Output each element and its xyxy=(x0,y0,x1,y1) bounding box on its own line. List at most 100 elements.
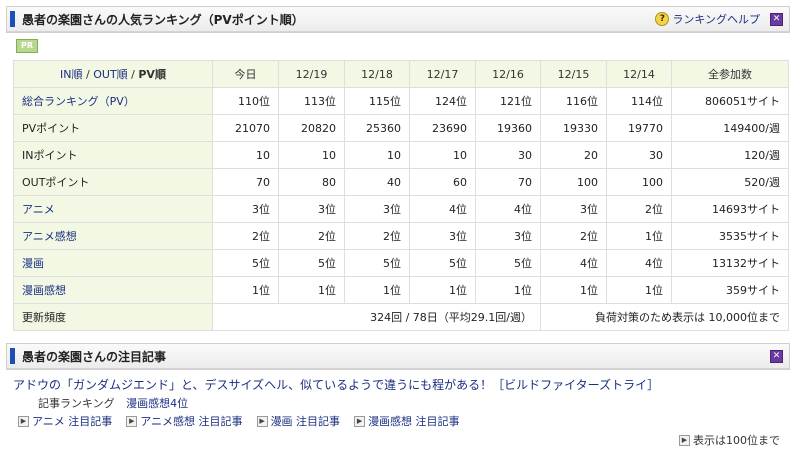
table-cell: 124位 xyxy=(409,87,476,115)
article-title-link[interactable]: アドウの「ガンダムジエンド」と、デスサイズヘル、似ているようで違うにも程がある！… xyxy=(13,378,660,392)
arrow-right-icon: ▶ xyxy=(18,415,29,427)
article-panel-header: 愚者の楽園さんの注目記事 ✕ xyxy=(7,344,789,369)
table-cell: 114位 xyxy=(606,87,672,115)
table-cell: 4位 xyxy=(475,195,541,223)
table-cell: 10 xyxy=(212,141,279,169)
table-cell: 20820 xyxy=(278,114,345,142)
column-header: 12/18 xyxy=(344,60,410,88)
table-cell: 5位 xyxy=(344,249,410,277)
article-rank-value[interactable]: 漫画感想4位 xyxy=(126,397,189,410)
table-cell: 2位 xyxy=(212,222,279,250)
header-accent-bar xyxy=(10,348,15,364)
table-cell: 2位 xyxy=(540,222,607,250)
total-cell: 806051サイト xyxy=(671,87,789,115)
table-cell: 10 xyxy=(344,141,410,169)
total-cell: 520/週 xyxy=(671,168,789,196)
ranking-help-label: ランキングヘルプ xyxy=(672,13,760,26)
tag-link-manga[interactable]: ▶ 漫画 注目記事 xyxy=(256,413,341,429)
table-cell: 3位 xyxy=(409,222,476,250)
table-cell: 3位 xyxy=(540,195,607,223)
table-cell: 1位 xyxy=(475,276,541,304)
table-header-row: IN順 / OUT順 / PV順 今日 12/19 12/18 12/17 12… xyxy=(13,60,789,88)
table-cell: 10 xyxy=(278,141,345,169)
tag-link-anime-review[interactable]: ▶ アニメ感想 注目記事 xyxy=(126,413,243,429)
sort-separator: / xyxy=(82,68,94,81)
tag-link-manga-review[interactable]: ▶ 漫画感想 注目記事 xyxy=(354,413,460,429)
table-cell: 2位 xyxy=(278,222,345,250)
show-more-link[interactable]: ▶ 表示は100位まで xyxy=(679,432,780,448)
total-cell: 120/週 xyxy=(671,141,789,169)
table-row: 総合ランキング（PV） 110位 113位 115位 124位 121位 116位 114位 8… xyxy=(13,87,789,115)
table-cell: 1位 xyxy=(606,276,672,304)
column-header: 今日 xyxy=(212,60,279,88)
column-header: 12/17 xyxy=(409,60,476,88)
sort-separator: / xyxy=(127,68,139,81)
tag-label: 漫画 注目記事 xyxy=(270,415,341,428)
table-cell: 116位 xyxy=(540,87,607,115)
table-cell: 70 xyxy=(212,168,279,196)
row-label[interactable]: 漫画 xyxy=(13,249,213,277)
table-cell: 30 xyxy=(475,141,541,169)
table-cell: 3位 xyxy=(344,195,410,223)
row-label[interactable]: アニメ感想 xyxy=(13,222,213,250)
table-cell: 121位 xyxy=(475,87,541,115)
total-cell: 3535サイト xyxy=(671,222,789,250)
header-accent-bar xyxy=(10,11,15,27)
table-cell: 4位 xyxy=(540,249,607,277)
row-label[interactable]: 漫画感想 xyxy=(13,276,213,304)
table-cell: 1位 xyxy=(606,222,672,250)
article-panel-title: 愚者の楽園さんの注目記事 xyxy=(22,349,167,364)
row-label[interactable]: アニメ xyxy=(13,195,213,223)
column-header: 全参加数 xyxy=(671,60,789,88)
arrow-right-icon: ▶ xyxy=(256,415,268,427)
arrow-right-icon: ▶ xyxy=(354,415,366,427)
ranking-panel-header: 愚者の楽園さんの人気ランキング（PVポイント順） ? ランキングヘルプ ✕ xyxy=(7,7,789,32)
table-cell: 110位 xyxy=(212,87,279,115)
total-cell: 359サイト xyxy=(671,276,789,304)
table-cell: 1位 xyxy=(409,276,476,304)
sort-pv-current: PV順 xyxy=(138,68,166,81)
tag-links: ▶ アニメ 注目記事 ▶ アニメ感想 注目記事 ▶ 漫画 注目記事 ▶ 漫画感想 注目記… xyxy=(18,413,474,429)
table-cell: 2位 xyxy=(606,195,672,223)
sort-in-link[interactable]: IN順 xyxy=(60,68,83,81)
arrow-right-icon: ▶ xyxy=(126,415,138,427)
row-label: PVポイント xyxy=(13,114,213,142)
table-cell: 3位 xyxy=(278,195,345,223)
table-cell: 21070 xyxy=(212,114,279,142)
table-cell: 4位 xyxy=(409,195,476,223)
table-cell: 19330 xyxy=(540,114,607,142)
table-cell: 30 xyxy=(606,141,672,169)
table-row: INポイント 10 10 10 10 30 20 30 120/週 xyxy=(13,141,789,169)
row-label: 更新頻度 xyxy=(13,303,213,331)
table-cell: 10 xyxy=(409,141,476,169)
ranking-table: IN順 / OUT順 / PV順 今日 12/19 12/18 12/17 12… xyxy=(13,60,789,331)
row-label: INポイント xyxy=(13,141,213,169)
table-row: 漫画 5位 5位 5位 5位 5位 4位 4位 13132サイト xyxy=(13,249,789,277)
table-cell: 23690 xyxy=(409,114,476,142)
column-header: 12/14 xyxy=(606,60,672,88)
sort-out-link[interactable]: OUT順 xyxy=(93,68,128,81)
close-icon[interactable]: ✕ xyxy=(770,12,783,26)
table-row: アニメ 3位 3位 3位 4位 4位 3位 2位 14693サイト xyxy=(13,195,789,223)
table-cell: 19360 xyxy=(475,114,541,142)
article-ranking: 記事ランキング 漫画感想4位 xyxy=(38,395,188,411)
table-cell: 40 xyxy=(344,168,410,196)
show-more-label: 表示は100位まで xyxy=(693,434,780,447)
ranking-help-link[interactable]: ? ランキングヘルプ xyxy=(655,11,760,27)
table-row: アニメ感想 2位 2位 2位 3位 3位 2位 1位 3535サイト xyxy=(13,222,789,250)
table-cell: 2位 xyxy=(344,222,410,250)
table-cell: 1位 xyxy=(278,276,345,304)
table-cell: 25360 xyxy=(344,114,410,142)
table-cell: 60 xyxy=(409,168,476,196)
close-icon[interactable]: ✕ xyxy=(770,349,783,363)
table-cell: 1位 xyxy=(344,276,410,304)
table-row: OUTポイント 70 80 40 60 70 100 100 520/週 xyxy=(13,168,789,196)
table-cell: 80 xyxy=(278,168,345,196)
tag-link-anime[interactable]: ▶ アニメ 注目記事 xyxy=(18,413,112,429)
help-question-icon: ? xyxy=(655,12,670,26)
pr-badge[interactable]: PR xyxy=(16,39,38,53)
table-cell: 113位 xyxy=(278,87,345,115)
table-cell: 19770 xyxy=(606,114,672,142)
arrow-right-icon: ▶ xyxy=(679,434,690,446)
row-label[interactable]: 総合ランキング（PV） xyxy=(13,87,213,115)
